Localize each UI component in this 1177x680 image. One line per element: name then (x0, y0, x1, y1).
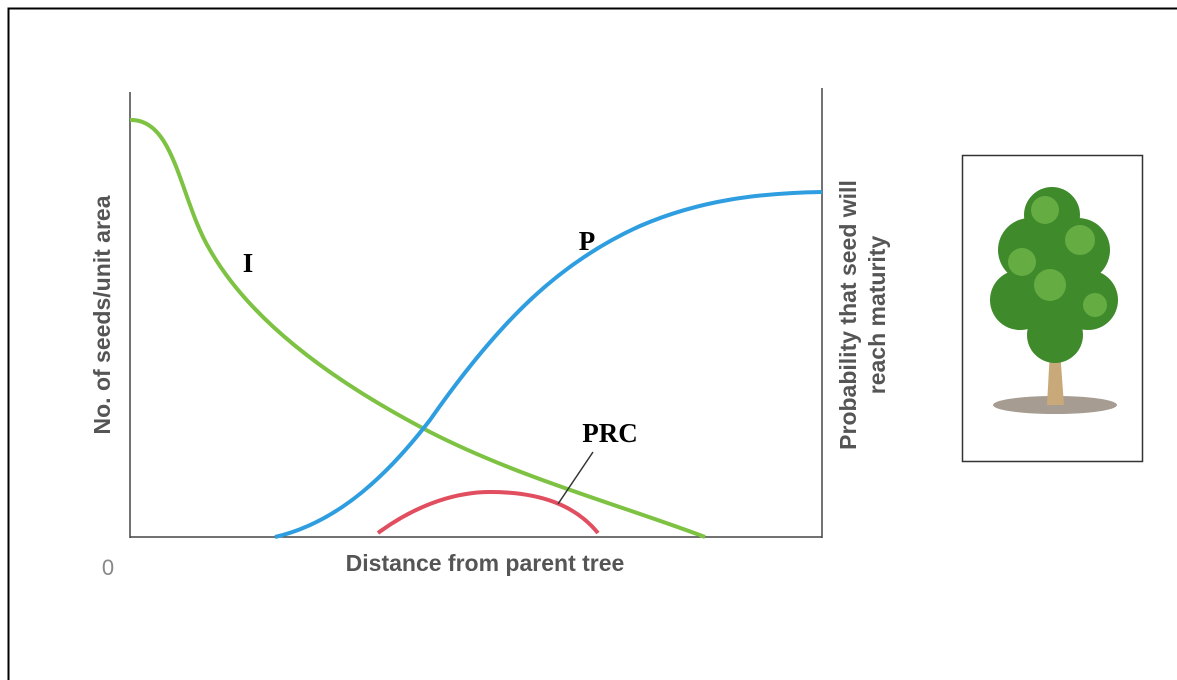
frame (7, 7, 1177, 680)
curve-label: I (243, 248, 254, 278)
y2-axis-label: Probability that seed will (835, 180, 861, 450)
leader-line (557, 451, 594, 505)
curve-label: P (579, 226, 596, 256)
x-axis-label: Distance from parent tree (346, 550, 625, 576)
axes (129, 88, 823, 538)
curve-label: PRC (582, 418, 638, 448)
curve-prc (376, 489, 600, 535)
y-axis-label: No. of seeds/unit area (89, 195, 115, 434)
y2-axis-label: reach maturity (864, 236, 890, 395)
tree-picture (961, 154, 1144, 463)
origin-label: 0 (102, 555, 114, 580)
curve-i (129, 117, 706, 539)
curve-p (274, 190, 823, 539)
